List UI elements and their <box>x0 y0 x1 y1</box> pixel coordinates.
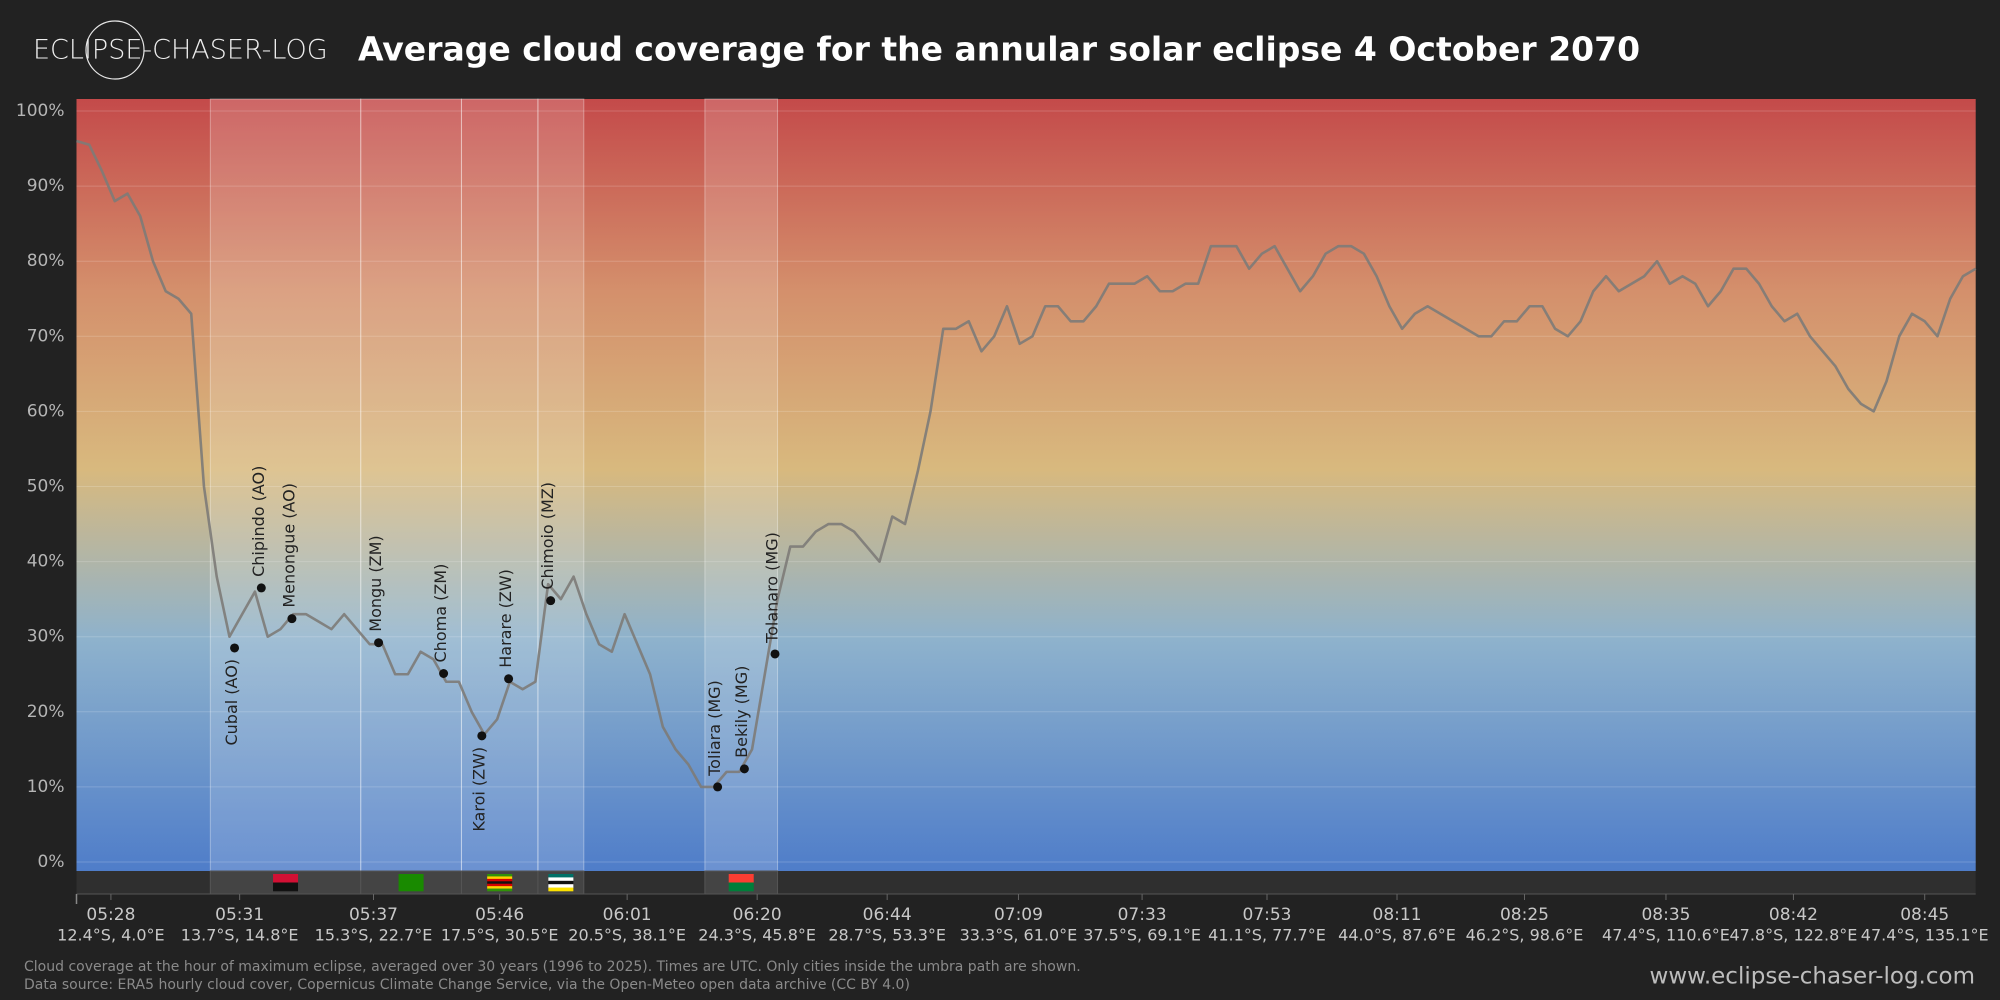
x-tick-location: 24.3°S, 45.8°E <box>698 926 816 945</box>
city-label: Mongu (ZM) <box>366 535 385 631</box>
brand: ECLIPSE-CHASER-LOG <box>33 35 328 66</box>
y-tick-label: 80% <box>27 251 65 271</box>
x-tick-label: 07:33 <box>1118 905 1167 925</box>
city-point <box>287 614 297 624</box>
city-point <box>256 583 266 593</box>
logo-ring <box>85 20 145 80</box>
x-tick-label: 08:35 <box>1641 905 1690 925</box>
flag-stripe <box>273 882 299 892</box>
chart-title: Average cloud coverage for the annular s… <box>358 30 1640 69</box>
flag-stripe <box>548 884 574 888</box>
region-band <box>209 98 362 872</box>
plot-area <box>76 99 1976 871</box>
city-label: Harare (ZW) <box>496 569 515 668</box>
source-url: www.eclipse-chaser-log.com <box>1650 964 1975 990</box>
city-point <box>230 643 240 653</box>
flag-stripe <box>487 886 513 889</box>
x-tick-label: 08:42 <box>1769 905 1818 925</box>
city-label: Cubal (AO) <box>222 659 241 746</box>
x-tick-location: 13.7°S, 14.8°E <box>181 926 299 945</box>
x-tick-label: 06:44 <box>863 905 912 925</box>
x-tick-label: 06:20 <box>733 905 782 925</box>
layer: 0% 10% 20% 30% 40% 50% 60% 70% 80% 90% 100% 05:2812… <box>16 98 1989 945</box>
y-tick-label: 20% <box>27 702 65 722</box>
y-tick-label: 0% <box>38 852 65 872</box>
city-label: Chipindo (AO) <box>249 466 268 577</box>
x-tick-location: 20.5°S, 38.1°E <box>568 926 686 945</box>
x-tick-location: 28.7°S, 53.3°E <box>828 926 946 945</box>
city-label: Tolanaro (MG) <box>762 532 781 644</box>
flag-stripe <box>487 883 513 887</box>
flag-stripe <box>548 874 574 878</box>
city-point <box>546 596 556 606</box>
city-point <box>439 668 449 678</box>
city-label: Choma (ZM) <box>431 564 450 663</box>
note: Data source: ERA5 hourly cloud cover, Co… <box>24 977 910 993</box>
region-band <box>360 98 462 872</box>
cloud-line <box>76 139 1977 789</box>
x-tick-location: 46.2°S, 98.6°E <box>1466 926 1584 945</box>
flag-stripe <box>398 874 424 883</box>
x-tick-location: 47.4°S, 110.6°E <box>1602 926 1730 945</box>
city-point <box>713 782 723 792</box>
x-tick-location: 44.0°S, 87.6°E <box>1338 926 1456 945</box>
x-tick-location: 37.5°S, 69.1°E <box>1083 926 1201 945</box>
city-label: Menongue (AO) <box>279 483 298 608</box>
flag-stripe <box>728 882 754 892</box>
flag-stripe <box>548 887 574 892</box>
y-tick-label: 50% <box>27 477 65 497</box>
y-tick-label: 40% <box>27 552 65 572</box>
city-label: Bekily (MG) <box>732 666 751 758</box>
y-tick-label: 60% <box>27 401 65 421</box>
flag-stripe <box>487 874 513 877</box>
city-label: Toliara (MG) <box>705 680 724 777</box>
flag-stripe <box>487 888 513 892</box>
note: Cloud coverage at the hour of maximum ec… <box>24 959 1081 975</box>
y-tick-label: 100% <box>16 101 65 121</box>
x-tick-label: 05:28 <box>86 905 135 925</box>
city-point <box>477 731 487 741</box>
x-tick-location: 17.5°S, 30.5°E <box>441 926 559 945</box>
x-tick-label: 08:11 <box>1373 905 1422 925</box>
y-tick-label: 90% <box>27 176 65 196</box>
y-tick-label: 30% <box>27 627 65 647</box>
flag-stripe <box>487 876 513 880</box>
x-tick-label: 08:25 <box>1500 905 1549 925</box>
x-tick-location: 41.1°S, 77.7°E <box>1208 926 1326 945</box>
y-tick-label: 10% <box>27 777 65 797</box>
city-point <box>739 764 749 774</box>
x-tick-location: 33.3°S, 61.0°E <box>960 926 1078 945</box>
x-tick-label: 05:37 <box>349 905 398 925</box>
region-band <box>704 98 779 872</box>
flag-stripe <box>487 881 513 885</box>
flag-stripe <box>487 878 513 882</box>
x-tick-label: 06:01 <box>603 905 652 925</box>
x-tick-location: 12.4°S, 4.0°E <box>57 926 165 945</box>
x-tick-location: 47.4°S, 135.1°E <box>1861 926 1989 945</box>
flag-stripe <box>548 877 574 882</box>
city-point <box>504 674 514 684</box>
city-label: Karoi (ZW) <box>469 747 488 832</box>
city-label: Chimoio (MZ) <box>538 482 557 590</box>
x-tick-label: 08:45 <box>1900 905 1949 925</box>
x-tick-label: 05:31 <box>215 905 264 925</box>
region-band <box>537 98 585 872</box>
city-point <box>374 638 384 648</box>
flag-stripe <box>548 880 574 885</box>
flag-stripe <box>728 874 754 883</box>
x-tick-location: 15.3°S, 22.7°E <box>315 926 433 945</box>
y-tick-label: 70% <box>27 326 65 346</box>
x-tick-location: 47.8°S, 122.8°E <box>1729 926 1857 945</box>
x-tick-label: 07:09 <box>994 905 1043 925</box>
x-tick-label: 07:53 <box>1243 905 1292 925</box>
x-tick-label: 05:46 <box>475 905 524 925</box>
flag-stripe <box>398 882 424 892</box>
flag-stripe <box>273 874 299 883</box>
city-point <box>770 649 780 659</box>
